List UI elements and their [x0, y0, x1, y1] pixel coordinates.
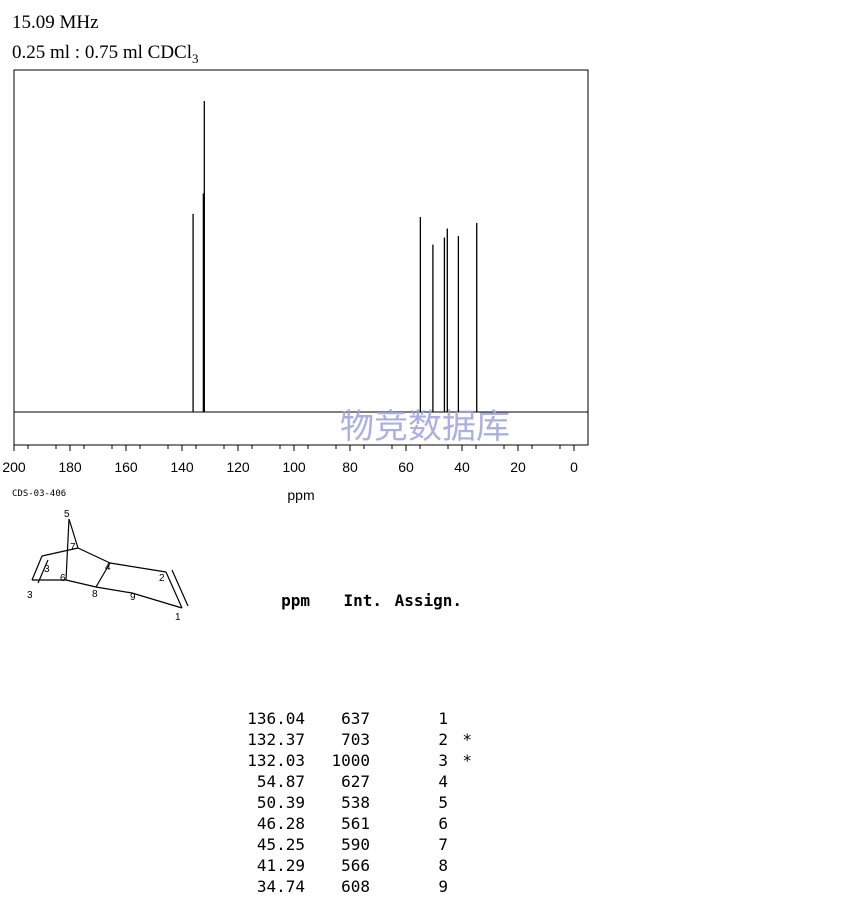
cell-int: 590 — [341, 835, 370, 854]
peak-table: ppm Int. Assign. 136.04 637 1 132.37 703 2 * 132.… — [240, 552, 472, 916]
atom-label-3b: 3 — [44, 564, 50, 575]
solvent-info: 0.25 ml : 0.75 ml CDCl3 — [12, 42, 199, 67]
x-tick-label: 180 — [58, 459, 82, 475]
cell-mark: * — [462, 751, 472, 770]
cell-ppm: 46.28 — [256, 814, 305, 833]
peaks-group — [192, 101, 478, 412]
cell-int: 538 — [341, 793, 370, 812]
atom-label-3: 3 — [27, 590, 33, 601]
cell-int: 637 — [341, 709, 370, 728]
cell-assign: 4 — [438, 772, 448, 791]
table-row: 132.03 1000 3 * — [240, 750, 472, 771]
atom-label-8: 8 — [92, 589, 98, 600]
x-axis-label: ppm — [287, 487, 314, 503]
cell-assign: 9 — [438, 877, 448, 896]
solvent-subscript: 3 — [192, 50, 199, 66]
table-row: 41.29 566 8 — [240, 855, 472, 876]
cell-ppm: 136.04 — [247, 709, 305, 728]
cell-assign: 3 — [438, 751, 448, 770]
solvent-text: 0.25 ml : 0.75 ml CDCl — [12, 42, 192, 63]
nmr-spectrum-chart: 物竞数据库 200 180 160 140 120 100 80 60 40 20 0 ppm — [2, 69, 589, 503]
cell-ppm: 34.74 — [256, 877, 305, 896]
atom-label-4: 4 — [105, 562, 111, 573]
x-tick-label: 200 — [2, 459, 26, 475]
watermark: 物竞数据库 — [340, 407, 510, 447]
table-row: 136.04 637 1 — [240, 708, 472, 729]
cell-ppm: 54.87 — [256, 772, 305, 791]
table-row: 34.74 608 9 — [240, 876, 472, 897]
table-row: 132.37 703 2 * — [240, 729, 472, 750]
atom-label-9: 9 — [130, 592, 136, 603]
cell-ppm: 45.25 — [256, 835, 305, 854]
cell-int: 1000 — [331, 751, 370, 770]
x-tick-label: 120 — [226, 459, 250, 475]
cell-int: 627 — [341, 772, 370, 791]
x-tick-label: 160 — [114, 459, 138, 475]
peak-table-header: ppm Int. Assign. — [240, 590, 472, 611]
table-row: 45.25 590 7 — [240, 834, 472, 855]
atom-label-5: 5 — [64, 509, 70, 520]
structure-bonds — [31, 518, 189, 609]
atom-label-1: 1 — [175, 612, 181, 623]
x-tick-label: 80 — [342, 459, 358, 475]
structure-atom-labels: 1 2 3 4 5 6 7 8 9 — [27, 509, 181, 623]
cell-assign: 7 — [438, 835, 448, 854]
cell-assign: 6 — [438, 814, 448, 833]
table-row: 54.87 627 4 — [240, 771, 472, 792]
cell-int: 608 — [341, 877, 370, 896]
spectrometer-frequency: 15.09 MHz — [12, 12, 99, 33]
table-row: 50.39 538 5 — [240, 792, 472, 813]
cell-ppm: 132.37 — [247, 730, 305, 749]
cell-assign: 8 — [438, 856, 448, 875]
x-axis-ticks: 200 180 160 140 120 100 80 60 40 20 0 — [2, 445, 578, 475]
cell-int: 566 — [341, 856, 370, 875]
cell-assign: 1 — [438, 709, 448, 728]
cell-ppm: 132.03 — [247, 751, 305, 770]
x-tick-label: 60 — [398, 459, 414, 475]
x-tick-label: 20 — [510, 459, 526, 475]
x-tick-label: 140 — [170, 459, 194, 475]
header-ppm: ppm — [281, 591, 310, 610]
cell-assign: 2 — [438, 730, 448, 749]
plot-frame — [13, 69, 589, 446]
compound-code: CDS-03-406 — [12, 489, 67, 499]
x-tick-label: 40 — [454, 459, 470, 475]
atom-label-7: 7 — [70, 542, 76, 553]
header-assign: Assign. — [394, 591, 462, 610]
cell-int: 703 — [341, 730, 370, 749]
cell-mark: * — [462, 730, 472, 749]
cell-int: 561 — [341, 814, 370, 833]
atom-label-2: 2 — [159, 573, 165, 584]
cell-ppm: 41.29 — [256, 856, 305, 875]
header-int: Int. — [343, 591, 382, 610]
x-tick-label: 0 — [570, 459, 578, 475]
peak-table-body: 136.04 637 1 132.37 703 2 * 132.03 1000 3 * 54.87 62… — [240, 708, 472, 897]
atom-label-6: 6 — [60, 573, 66, 584]
cell-assign: 5 — [438, 793, 448, 812]
x-tick-label: 100 — [282, 459, 306, 475]
cell-ppm: 50.39 — [256, 793, 305, 812]
table-row: 46.28 561 6 — [240, 813, 472, 834]
